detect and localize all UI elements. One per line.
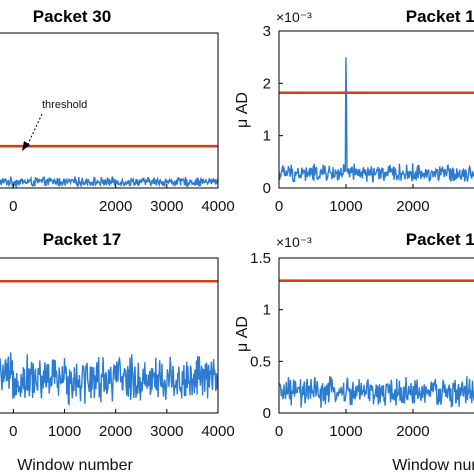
panel-3: 0 1000 2000 3000 4000 Packet 17 Window number <box>0 230 235 474</box>
x-tick-label: 2000 <box>396 423 429 440</box>
y-tick-label: 3 <box>263 23 271 40</box>
x-tick-label: 1000 <box>48 423 81 440</box>
y-tick-label: 2 <box>263 75 271 92</box>
x-tick-label: 0 <box>9 198 17 215</box>
annotation-arrow-line <box>26 113 43 147</box>
series-line <box>279 57 474 183</box>
y-tick-label: 1 <box>263 128 271 145</box>
x-tick-label: 2000 <box>99 423 132 440</box>
x-tick-label: 4000 <box>201 423 234 440</box>
chart-title: Packet 16 <box>406 230 474 249</box>
chart-title: Packet 30 <box>33 7 111 26</box>
x-axis-label: Window number <box>17 457 133 474</box>
y-exponent-label: ×10⁻³ <box>276 9 312 25</box>
y-tick-label: 0 <box>263 180 271 197</box>
annotation-arrow-head-icon <box>22 141 30 151</box>
x-tick-label: 0 <box>275 423 283 440</box>
axes-box <box>278 257 474 414</box>
series-line <box>279 376 474 408</box>
y-axis-label: μ AD <box>234 92 251 128</box>
x-axis-label: Window number <box>392 457 474 474</box>
x-tick-label: 0 <box>9 423 17 440</box>
x-tick-label: 1000 <box>329 423 362 440</box>
series-line <box>0 175 218 188</box>
y-tick-label: 0.5 <box>250 353 271 370</box>
y-axis-label: μ AD <box>234 316 251 352</box>
chart-title: Packet 14 <box>406 7 474 26</box>
panel-2: 0 1000 2000 0 1 2 3 Packet 14 ×10⁻³ μ AD <box>234 7 474 215</box>
y-tick-label: 1 <box>263 302 271 319</box>
x-tick-label: 1000 <box>329 198 362 215</box>
x-tick-label: 2000 <box>396 198 429 215</box>
axes-box <box>278 30 474 189</box>
threshold-annotation: threshold <box>42 99 87 111</box>
x-tick-label: 3000 <box>150 198 183 215</box>
panel-4: 0 1000 2000 0 0.5 1 1.5 Packet 16 ×10⁻³ μ AD Windo… <box>234 230 474 474</box>
y-tick-label: 1.5 <box>250 250 271 267</box>
y-exponent-label: ×10⁻³ <box>276 234 312 250</box>
x-tick-label: 0 <box>275 198 283 215</box>
x-tick-label: 3000 <box>150 423 183 440</box>
panel-1: 0 2000 3000 4000 Packet 30 threshold <box>0 7 235 215</box>
x-tick-label: 4000 <box>201 198 234 215</box>
y-tick-label: 0 <box>263 405 271 422</box>
chart-title: Packet 17 <box>43 230 121 249</box>
axes-box <box>0 32 219 189</box>
series-line <box>0 352 218 406</box>
x-tick-label: 2000 <box>99 198 132 215</box>
axes-box <box>0 257 219 414</box>
